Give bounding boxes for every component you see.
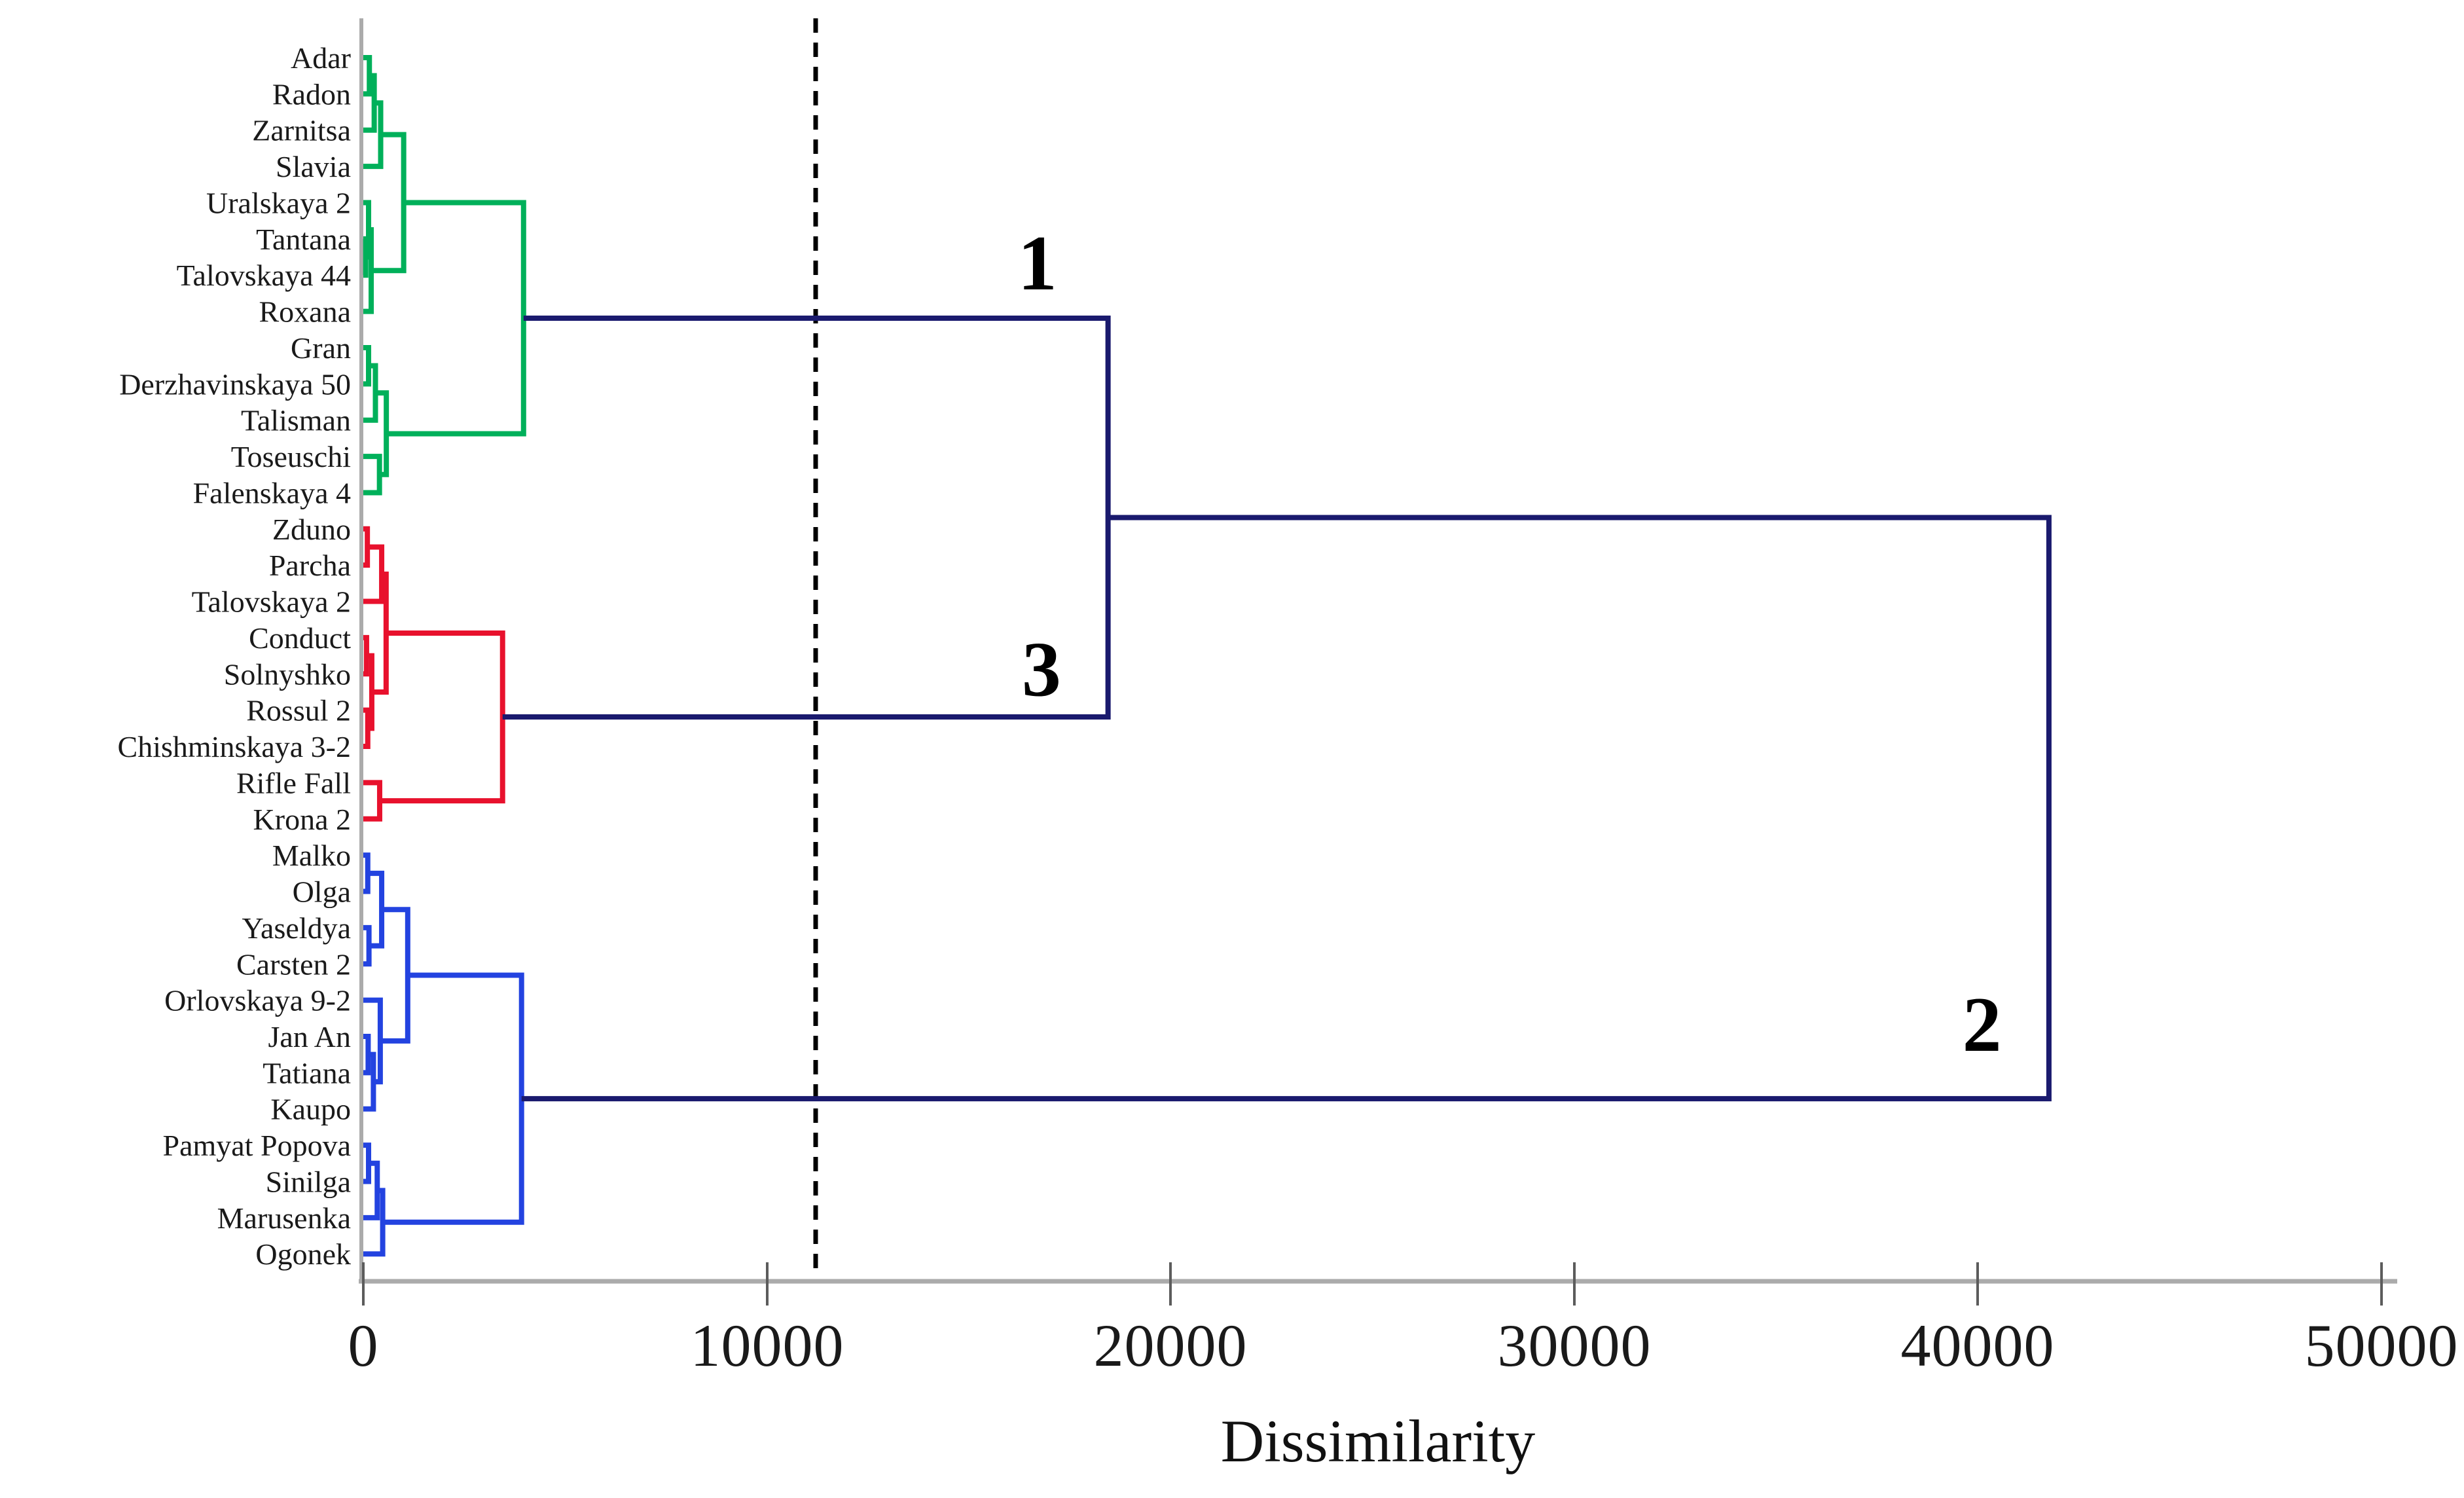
leaf-label: Marusenka xyxy=(217,1201,351,1235)
dendrogram-branch xyxy=(386,200,526,437)
leaf-label: Uralskaya 2 xyxy=(206,186,351,219)
leaf-label: Tatiana xyxy=(263,1056,351,1089)
leaf-label: Adar xyxy=(291,41,351,75)
dendrogram-branch xyxy=(363,997,383,1085)
tick-label-40000: 40000 xyxy=(1900,1312,2055,1379)
dendrogram-branch xyxy=(363,924,372,967)
leaf-label: Zarnitsa xyxy=(252,114,351,147)
dendrogram-branch xyxy=(363,236,369,278)
leaf-label: Malko xyxy=(272,839,351,872)
leaf-label: Radon xyxy=(272,77,351,111)
leaf-label: Parcha xyxy=(269,549,351,582)
leaf-label: Slavia xyxy=(276,150,351,183)
leaf-label: Talovskaya 2 xyxy=(192,585,351,619)
leaf-label: Solnyshko xyxy=(224,657,351,691)
leaf-label: Rifle Fall xyxy=(236,766,351,799)
tick-label-20000: 20000 xyxy=(1093,1312,1248,1379)
leaf-label: Zduno xyxy=(272,513,351,546)
dendrogram-branch xyxy=(363,780,382,822)
leaf-label: Pamyat Popova xyxy=(163,1129,351,1162)
dendrogram-branch xyxy=(382,972,524,1225)
x-axis-title: Dissimilarity xyxy=(1220,1408,1536,1474)
leaf-label: Rossul 2 xyxy=(246,694,351,727)
tick-label-0: 0 xyxy=(348,1312,379,1379)
leaf-label: Falenskaya 4 xyxy=(193,476,351,509)
leaf-label: Talisman xyxy=(241,404,351,437)
dendrogram-branch xyxy=(363,73,377,133)
dendrogram-branch xyxy=(521,515,2052,1102)
axis xyxy=(359,18,2397,1306)
dendrogram-branch xyxy=(375,390,390,477)
leaf-label: Derzhavinskaya 50 xyxy=(119,367,351,401)
leaf-label: Sinilga xyxy=(266,1165,351,1198)
leaf-label: Toseuschi xyxy=(231,440,351,473)
cluster-label-3: 3 xyxy=(1022,625,1061,712)
cluster-label-1: 1 xyxy=(1018,219,1057,306)
leaf-label: Carsten 2 xyxy=(236,947,351,981)
tick-label-50000: 50000 xyxy=(2304,1312,2459,1379)
leaf-label: Orlovskaya 9-2 xyxy=(164,984,351,1017)
leaf-label: Olga xyxy=(293,875,351,909)
leaf-label: Kaupo xyxy=(270,1093,351,1126)
leaf-label: Conduct xyxy=(249,621,351,655)
cluster-label-2: 2 xyxy=(1963,981,2002,1068)
leaf-label: Ogonek xyxy=(255,1237,351,1271)
dendrogram-branch xyxy=(367,870,385,949)
dendrogram-branch xyxy=(363,544,385,604)
leaf-label: Talovskaya 44 xyxy=(177,259,351,292)
tick-label-30000: 30000 xyxy=(1497,1312,1652,1379)
dendrogram-branch xyxy=(363,1033,371,1076)
dendrogram-tree xyxy=(363,55,2052,1257)
leaf-label: Yaseldya xyxy=(242,911,351,945)
leaf-label: Roxana xyxy=(259,295,351,329)
leaf-label: Jan An xyxy=(268,1020,352,1053)
leaf-label: Tantana xyxy=(256,223,351,256)
leaf-label: Chishminskaya 3-2 xyxy=(118,730,351,763)
cluster-number-labels: 1 3 2 xyxy=(1018,219,2002,1068)
tick-label-10000: 10000 xyxy=(690,1312,844,1379)
leaf-label: Krona 2 xyxy=(253,803,351,836)
leaf-label: Gran xyxy=(291,331,351,365)
